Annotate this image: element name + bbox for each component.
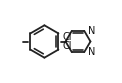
Text: N: N — [88, 47, 95, 57]
Text: Cl: Cl — [62, 32, 72, 42]
Text: N: N — [88, 26, 95, 36]
Text: Cl: Cl — [62, 41, 72, 51]
